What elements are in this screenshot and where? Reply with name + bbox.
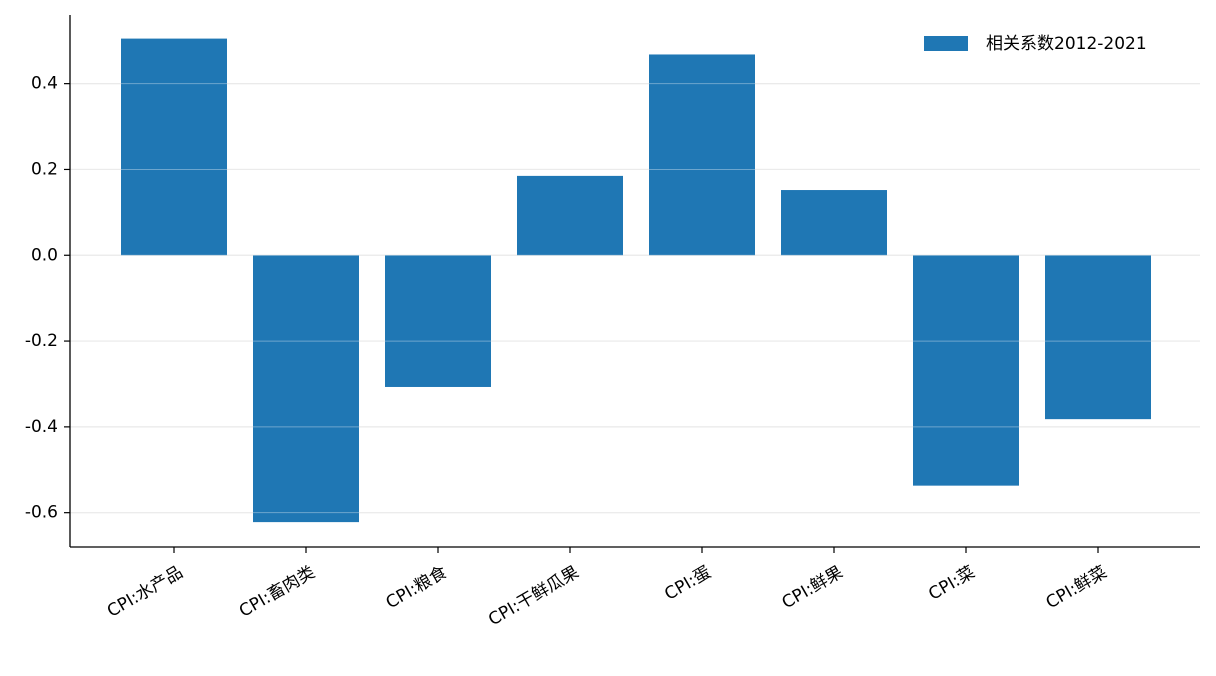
y-tick-label-0: 0.4 [31, 74, 58, 94]
x-tick-label-1: CPI:畜肉类 [236, 562, 319, 621]
bar-0 [121, 38, 227, 256]
legend-label: 相关系数2012-2021 [986, 34, 1147, 54]
y-tick-label-2: 0.0 [31, 245, 58, 265]
x-tick-label-7: CPI:鲜菜 [1043, 562, 1111, 613]
x-tick-label-6: CPI:菜 [925, 562, 978, 604]
axes [69, 15, 1200, 548]
x-tick-label-3: CPI:干鲜瓜果 [485, 562, 582, 630]
x-ticks: CPI:水产品 CPI:畜肉类 CPI:粮食 CPI:干鲜瓜果 CPI:蛋 CPI:鲜果 C… [104, 547, 1111, 630]
x-tick-label-0: CPI:水产品 [104, 562, 187, 621]
bar-7 [1045, 255, 1151, 420]
x-tick-label-4: CPI:蛋 [661, 562, 714, 604]
bar-3 [517, 175, 623, 256]
bar-4 [649, 54, 755, 256]
y-ticks: 0.4 0.2 0.0 -0.2 -0.4 -0.6 [25, 74, 70, 523]
y-tick-label-4: -0.4 [25, 417, 58, 437]
x-tick-label-5: CPI:鲜果 [779, 562, 847, 613]
legend-swatch [924, 36, 968, 51]
grid-lines [70, 83, 1200, 514]
legend: 相关系数2012-2021 [924, 34, 1147, 54]
bars [70, 38, 1200, 523]
y-tick-label-5: -0.6 [25, 503, 58, 523]
bar-6 [913, 255, 1019, 486]
bar-2 [385, 255, 491, 387]
y-tick-label-3: -0.2 [25, 331, 58, 351]
bar-5 [781, 190, 887, 256]
bar-1 [253, 255, 359, 523]
y-tick-label-1: 0.2 [31, 159, 58, 179]
x-tick-label-2: CPI:粮食 [383, 562, 451, 613]
